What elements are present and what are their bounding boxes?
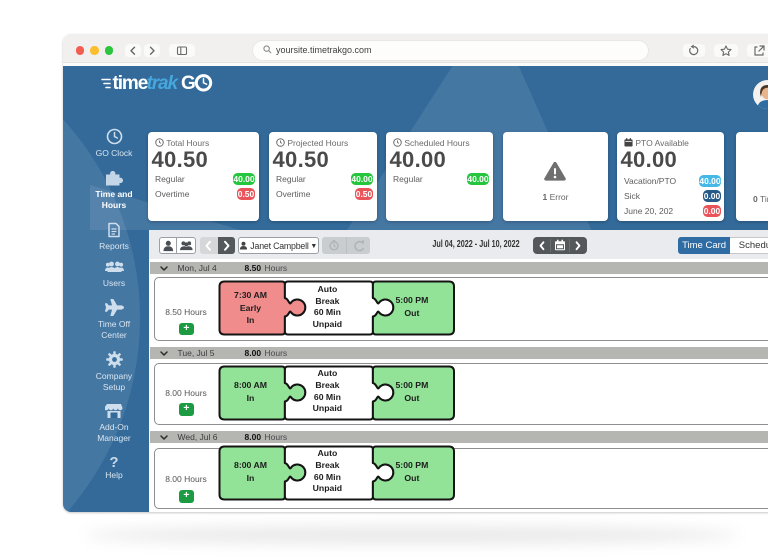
- svg-text:G: G: [181, 74, 195, 94]
- svg-text:trak: trak: [147, 74, 180, 94]
- svg-text:time: time: [113, 74, 148, 94]
